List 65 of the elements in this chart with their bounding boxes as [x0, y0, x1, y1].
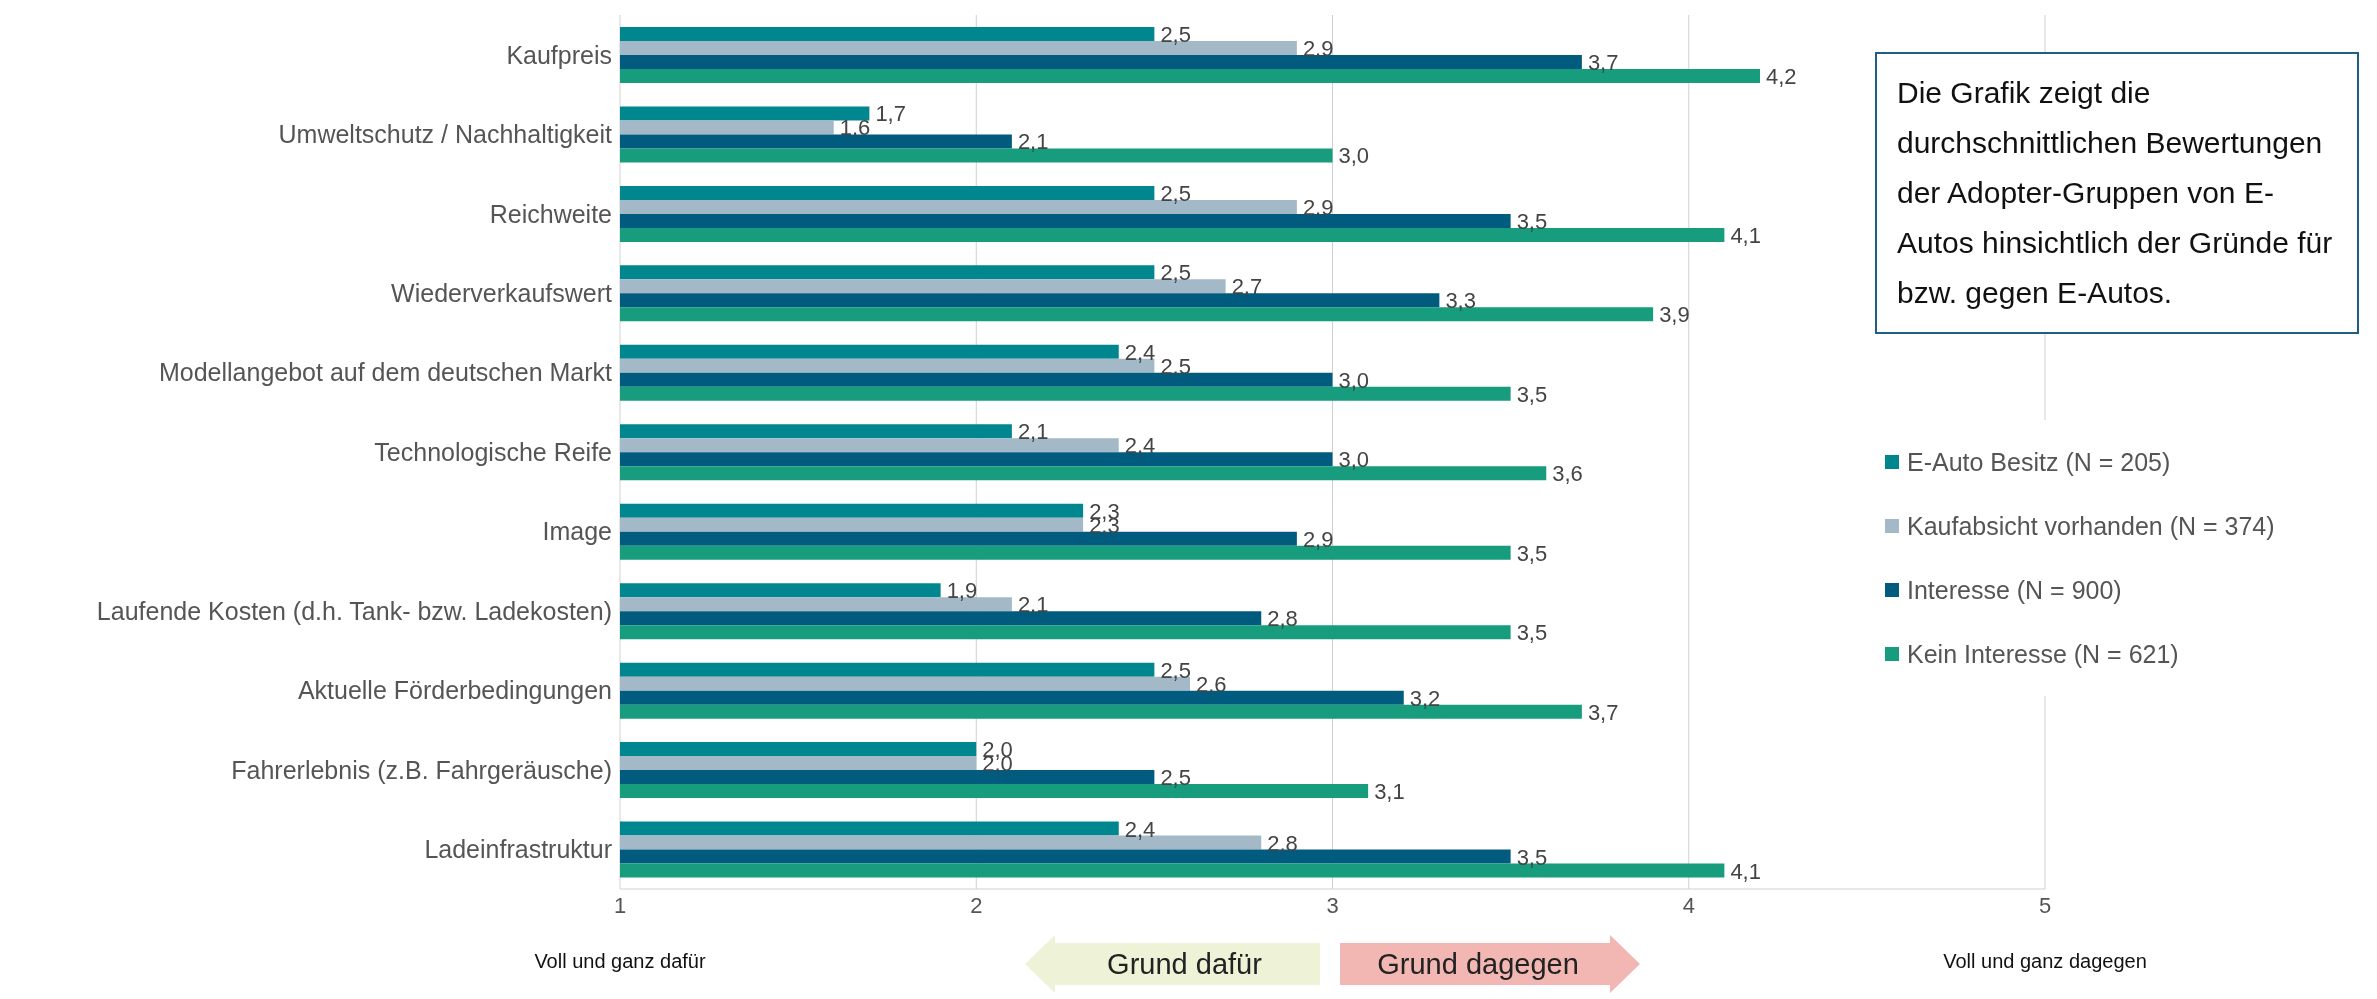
data-label: 3,5	[1516, 620, 1548, 646]
data-label: 3,6	[1552, 461, 1583, 487]
text: Grund dagegen	[1377, 948, 1579, 980]
y-tick-label: Umweltschutz / Nachhaltigkeit	[278, 120, 613, 149]
y-tick-label: Image	[542, 517, 612, 546]
data-label: 4,1	[1730, 858, 1761, 884]
y-tick-label: Wiederverkaufswert	[391, 278, 613, 307]
data-label: 2,8	[1267, 830, 1298, 856]
data-label: 3,9	[1659, 302, 1690, 328]
data-label: 3,2	[1409, 685, 1441, 711]
data-label: 3,7	[1587, 50, 1619, 75]
y-tick-label: Ladeinfrastruktur	[424, 835, 612, 864]
data-label: 2,1	[1017, 129, 1049, 155]
y-tick-label: Fahrerlebnis (z.B. Fahrgeräusche)	[231, 755, 612, 784]
data-label: 3,3	[1445, 288, 1476, 314]
y-tick-label: Technologische Reife	[374, 437, 612, 466]
data-label: 2,5	[1160, 22, 1191, 47]
data-label: 2,5	[1160, 657, 1191, 683]
data-label: 2,1	[1017, 419, 1049, 445]
data-label: 4,2	[1766, 64, 1797, 89]
x-tick-label: 2	[970, 892, 983, 918]
data-label: 3,5	[1516, 540, 1548, 566]
annotation: Die Grafik zeigt die durchschnittlichen Bewertungen der Adopter-Gruppen von E-Autos hinsichtlich der Gründe für bzw. gegen E-Autos.	[1875, 52, 2359, 334]
data-label: 3,7	[1587, 699, 1619, 725]
data-label: 3,1	[1374, 779, 1405, 805]
data-label: 3,0	[1338, 447, 1370, 473]
data-label: 2,9	[1302, 36, 1334, 61]
y-tick-label: Aktuelle Förderbedingungen	[297, 676, 612, 705]
x-tick-label: 3	[1326, 892, 1339, 918]
data-label: 2,4	[1124, 433, 1156, 459]
x-tick-label: 5	[2038, 892, 2052, 918]
data-label: 2,9	[1302, 526, 1334, 552]
legend-label: Kaufabsicht vorhanden (N = 374)	[1907, 511, 2275, 541]
text: Voll und ganz dagegen	[1943, 950, 2147, 973]
data-label: 3,5	[1516, 208, 1548, 234]
y-tick-label: Reichweite	[489, 199, 612, 228]
data-label: 1,9	[946, 578, 978, 604]
y-tick-label: Laufende Kosten (d.h. Tank- bzw. Ladekosten)	[96, 596, 612, 625]
text: Voll und ganz dafür	[534, 950, 706, 973]
x-tick-label: 4	[1682, 892, 1695, 918]
data-label: 2,4	[1124, 816, 1156, 842]
data-label: 2,9	[1302, 194, 1334, 220]
y-tick-label: Modellangebot auf dem deutschen Markt	[158, 358, 613, 387]
data-label: 3,0	[1338, 143, 1370, 169]
data-label: 2,5	[1160, 353, 1191, 379]
data-label: 2,8	[1267, 606, 1298, 632]
data-label: 2,6	[1196, 671, 1227, 697]
data-label: 3,5	[1516, 381, 1548, 407]
data-label: 2,7	[1231, 274, 1263, 300]
data-label: 2,5	[1160, 260, 1191, 286]
data-label: 2,4	[1124, 339, 1156, 365]
data-label: 1,7	[875, 101, 906, 127]
y-tick-label: Kaufpreis	[506, 40, 612, 69]
data-label: 3,0	[1338, 367, 1370, 393]
x-tick-label: 1	[613, 892, 627, 918]
legend-label: Kein Interesse (N = 621)	[1907, 639, 2179, 669]
data-label: 2,5	[1160, 765, 1191, 791]
data-label: 3,5	[1516, 844, 1548, 870]
text: Grund dafür	[1107, 948, 1263, 980]
legend-label: E-Auto Besitz (N = 205)	[1907, 447, 2171, 477]
data-label: 2,5	[1160, 180, 1191, 206]
legend-label: Interesse (N = 900)	[1907, 575, 2122, 605]
data-label: 1,6	[839, 115, 871, 141]
data-label: 2,1	[1017, 592, 1049, 618]
data-label: 4,1	[1730, 222, 1761, 248]
